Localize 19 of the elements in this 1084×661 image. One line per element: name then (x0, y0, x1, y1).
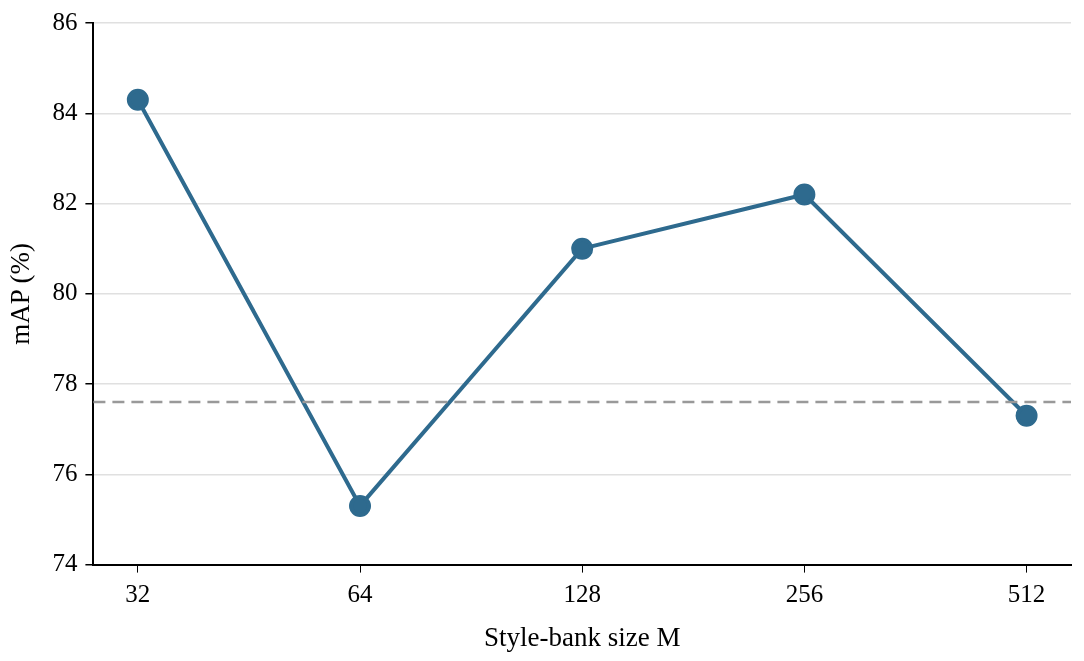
x-tick-label: 128 (563, 580, 601, 608)
x-tick-label: 512 (1007, 580, 1046, 608)
x-tick-label: 32 (125, 580, 151, 608)
y-tick-label: 78 (52, 368, 78, 396)
point (349, 494, 372, 517)
y-axis-title: mAP (%) (5, 242, 36, 345)
point (793, 183, 816, 206)
point (126, 88, 149, 111)
y-tick-label: 86 (52, 7, 78, 35)
x-axis-title: Style-bank size M (483, 621, 681, 652)
y-tick-label: 74 (52, 549, 78, 577)
point (1015, 404, 1038, 427)
y-tick-label: 76 (52, 458, 78, 486)
y-tick-label: 84 (52, 97, 78, 125)
x-tick-label: 64 (347, 580, 374, 608)
y-tick-label: 80 (52, 278, 78, 306)
point (571, 237, 594, 260)
y-tick-label: 82 (52, 188, 78, 216)
x-tick-label: 256 (785, 580, 824, 608)
